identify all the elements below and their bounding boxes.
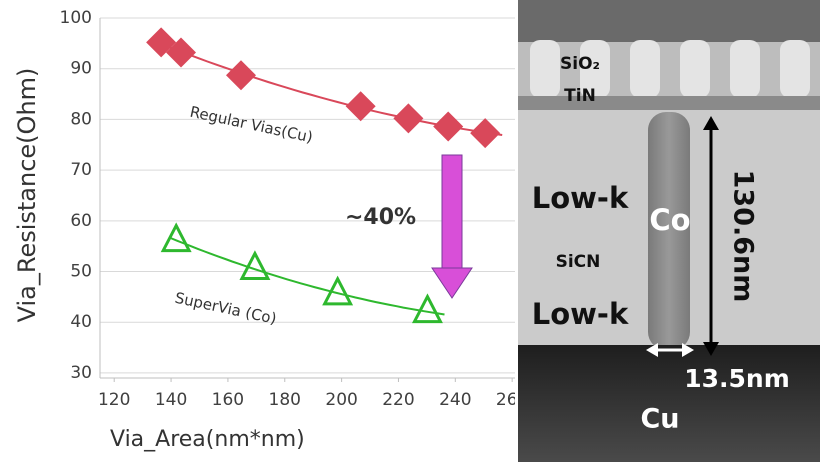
y-tick-label: 90 — [70, 59, 92, 79]
diamond-marker — [393, 103, 423, 133]
image-label: SiO₂ — [560, 54, 600, 74]
triangle-marker — [163, 226, 189, 251]
x-tick-label: 220 — [382, 390, 414, 410]
x-tick-label: 180 — [269, 390, 301, 410]
triangle-marker — [414, 297, 440, 322]
y-tick-label: 70 — [70, 160, 92, 180]
image-label: 130.6nm — [728, 170, 759, 303]
image-label: Cu — [640, 404, 679, 435]
y-tick-label: 40 — [70, 312, 92, 332]
image-label: Co — [649, 203, 690, 237]
y-tick-label: 50 — [70, 262, 92, 282]
figure: 120140160180200220240260 Via_Area(nm*nm)… — [0, 0, 820, 462]
x-tick-label: 140 — [155, 390, 187, 410]
y-tick-label: 30 — [70, 363, 92, 383]
image-label: 13.5nm — [684, 364, 790, 393]
reduction-arrowhead — [432, 268, 472, 298]
diamond-marker — [470, 118, 500, 148]
y-tick-label: 60 — [70, 211, 92, 231]
diamond-marker — [346, 91, 376, 121]
image-label: SiCN — [556, 252, 601, 272]
x-tick-label: 160 — [212, 390, 244, 410]
diamond-marker — [433, 112, 463, 142]
annotation: ~40% — [345, 205, 416, 230]
y-tick-label: 80 — [70, 109, 92, 129]
y-tick-label: 100 — [60, 8, 92, 28]
image-label: TiN — [564, 86, 596, 106]
diamond-marker — [226, 60, 256, 90]
image-label: Low-k — [532, 297, 629, 331]
x-axis-label: Via_Area(nm*nm) — [110, 427, 305, 452]
series-label: Regular Vias(Cu) — [188, 103, 314, 147]
image-label: Low-k — [532, 181, 629, 215]
reduction-arrow — [442, 155, 462, 270]
x-tick-label: 120 — [98, 390, 130, 410]
x-tick-label: 200 — [325, 390, 357, 410]
y-axis-label: Via_Resistance(Ohm) — [13, 68, 41, 323]
x-tick-label: 240 — [439, 390, 471, 410]
